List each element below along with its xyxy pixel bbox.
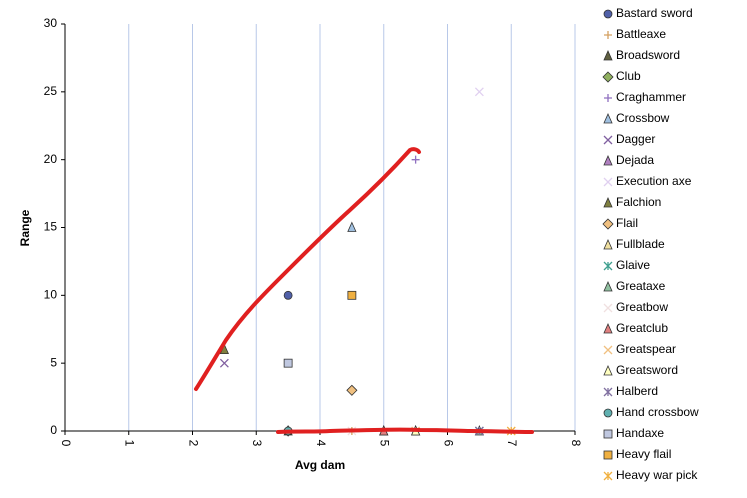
legend-marker [604, 94, 612, 102]
y-tick-label: 0 [50, 423, 57, 437]
legend-marker [603, 239, 613, 250]
legend-label: Broadsword [616, 48, 680, 62]
data-point [474, 87, 484, 97]
legend-marker [603, 9, 613, 19]
x-tick-label: 5 [378, 440, 392, 447]
legend-label: Bastard sword [616, 6, 693, 20]
y-tick-label: 25 [44, 84, 58, 98]
legend-label: Greataxe [616, 279, 666, 293]
legend-label: Fullblade [616, 237, 665, 251]
legend-marker [603, 387, 613, 397]
legend-marker [603, 408, 613, 418]
legend-label: Greatbow [616, 300, 668, 314]
legend-marker [603, 303, 613, 313]
legend-marker [603, 345, 613, 355]
x-axis-title: Avg dam [295, 458, 345, 472]
legend-label: Execution axe [616, 174, 692, 188]
plot-area [219, 87, 516, 437]
y-tick-label: 10 [44, 288, 58, 302]
annotation-stroke [276, 427, 534, 434]
legend-label: Greatspear [616, 342, 676, 356]
y-axis-title: Range [18, 209, 32, 246]
data-point [347, 221, 357, 232]
y-tick-label: 15 [44, 220, 58, 234]
legend-label: Crossbow [616, 111, 670, 125]
legend-label: Falchion [616, 195, 661, 209]
data-point [347, 290, 357, 300]
legend-marker [603, 135, 613, 145]
legend-marker [603, 261, 613, 271]
legend-label: Flail [616, 216, 638, 230]
legend-label: Handaxe [616, 426, 664, 440]
legend-marker [603, 429, 613, 439]
legend: Bastard sword Battleaxe Broadsword Club Crag… [602, 6, 699, 482]
data-point [219, 358, 229, 368]
legend-label: Heavy war pick [616, 468, 698, 482]
legend-marker [603, 177, 613, 187]
y-tick-label: 30 [44, 16, 58, 30]
legend-marker [603, 281, 613, 292]
legend-marker [603, 323, 613, 334]
x-tick-label: 7 [505, 440, 519, 447]
legend-label: Dagger [616, 132, 655, 146]
legend-label: Craghammer [616, 90, 686, 104]
legend-label: Glaive [616, 258, 650, 272]
x-tick-label: 4 [314, 440, 328, 447]
y-tick-label: 5 [50, 355, 57, 369]
legend-marker [603, 197, 613, 208]
data-point [283, 290, 293, 300]
x-tick-label: 2 [186, 440, 200, 447]
x-tick-label: 6 [441, 440, 455, 447]
legend-label: Club [616, 69, 641, 83]
x-tick-label: 0 [59, 440, 73, 447]
grid: 0 1 2 3 4 5 6 7 8 0 5 10 15 20 25 30 [44, 16, 583, 446]
legend-label: Heavy flail [616, 447, 671, 461]
y-tick-label: 20 [44, 152, 58, 166]
data-point [346, 384, 358, 396]
legend-marker [603, 113, 613, 124]
legend-marker [602, 71, 614, 83]
legend-marker [603, 50, 613, 61]
legend-marker [602, 218, 614, 230]
x-tick-label: 1 [123, 440, 137, 447]
legend-marker [603, 450, 613, 460]
legend-marker [603, 365, 613, 376]
data-point [411, 155, 420, 164]
annotation-stroke [194, 147, 421, 391]
legend-marker [604, 31, 612, 39]
legend-marker [603, 471, 613, 481]
legend-label: Halberd [616, 384, 658, 398]
legend-marker [603, 155, 613, 166]
x-tick-label: 8 [569, 440, 583, 447]
legend-label: Battleaxe [616, 27, 666, 41]
legend-label: Greatsword [616, 363, 678, 377]
legend-label: Dejada [616, 153, 654, 167]
data-point [283, 358, 293, 368]
legend-label: Hand crossbow [616, 405, 699, 419]
legend-label: Greatclub [616, 321, 668, 335]
x-tick-label: 3 [250, 440, 264, 447]
